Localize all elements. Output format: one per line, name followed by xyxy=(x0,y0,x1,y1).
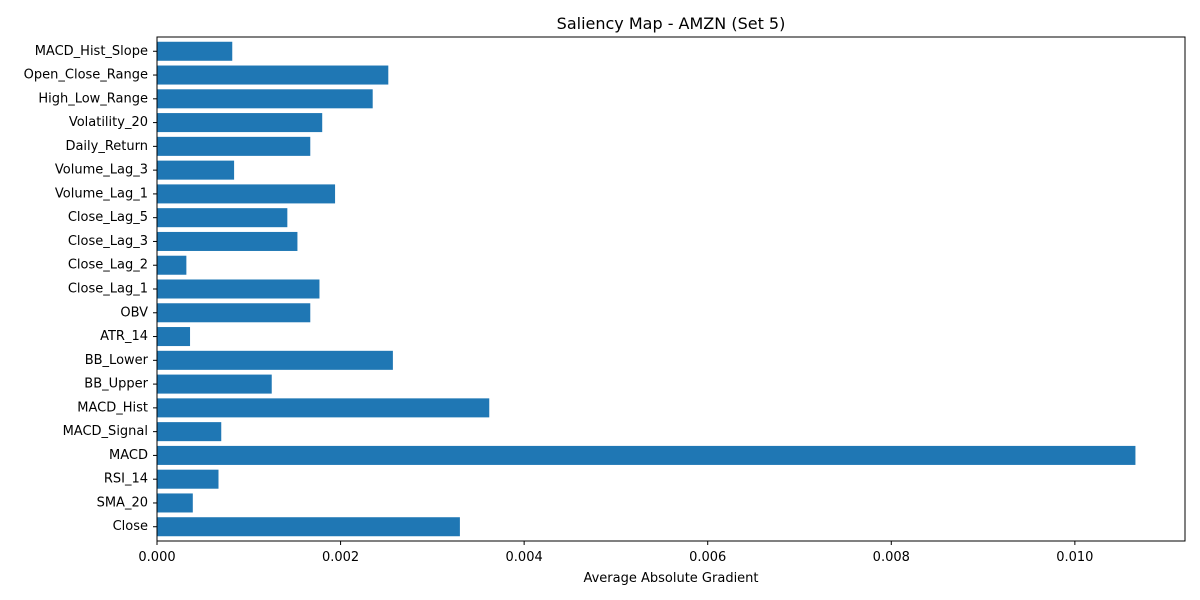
bar-macd-hist-slope xyxy=(157,41,233,61)
y-axis-ticks: Close SMA_20 RSI_14 MACD MACD_Signal MACD_His… xyxy=(24,44,157,534)
x-tick-label: 0.008 xyxy=(873,550,910,565)
plot-frame xyxy=(156,36,1186,542)
x-tick-label: 0.002 xyxy=(322,550,359,565)
bar-daily-return xyxy=(157,136,311,156)
bar-volume-lag-1 xyxy=(157,184,336,204)
bar-open-close-range xyxy=(157,65,389,85)
y-tick-label: Daily_Return xyxy=(65,139,148,154)
y-tick-label: MACD xyxy=(109,448,148,463)
bars-layer xyxy=(157,41,1136,537)
bar-close xyxy=(157,517,460,537)
bar-volatility-20 xyxy=(157,113,323,133)
y-tick-label: BB_Upper xyxy=(84,377,148,392)
bar-macd-signal xyxy=(157,422,222,442)
y-tick-label: ATR_14 xyxy=(100,329,148,344)
y-tick-label: Close_Lag_5 xyxy=(68,210,148,225)
x-tick-label: 0.004 xyxy=(506,550,543,565)
bar-atr-14 xyxy=(157,327,191,347)
y-tick-label: High_Low_Range xyxy=(38,91,148,106)
y-tick-label: Close_Lag_2 xyxy=(68,258,148,273)
bar-macd xyxy=(157,445,1136,465)
y-tick-label: Volume_Lag_1 xyxy=(55,186,148,201)
bar-bb-upper xyxy=(157,374,272,394)
x-tick-label: 0.006 xyxy=(689,550,726,565)
bar-sma-20 xyxy=(157,493,193,513)
bar-close-lag-2 xyxy=(157,255,187,275)
y-tick-label: MACD_Signal xyxy=(63,424,148,439)
y-tick-label: MACD_Hist_Slope xyxy=(35,44,148,59)
x-axis-ticks: 0.000 0.002 0.004 0.006 0.008 0.010 xyxy=(138,541,1093,565)
bar-bb-lower xyxy=(157,350,393,370)
bar-macd-hist xyxy=(157,398,490,418)
bar-close-lag-3 xyxy=(157,231,298,251)
chart-title: Saliency Map - AMZN (Set 5) xyxy=(557,14,786,33)
bar-rsi-14 xyxy=(157,469,219,489)
y-tick-label: Close xyxy=(113,519,148,534)
y-tick-label: SMA_20 xyxy=(97,495,148,510)
bar-close-lag-5 xyxy=(157,208,288,228)
y-tick-label: RSI_14 xyxy=(104,472,148,487)
y-tick-label: Close_Lag_1 xyxy=(68,282,148,297)
y-tick-label: BB_Lower xyxy=(85,353,149,368)
x-tick-label: 0.010 xyxy=(1056,550,1093,565)
y-tick-label: MACD_Hist xyxy=(77,400,148,415)
x-tick-label: 0.000 xyxy=(138,550,175,565)
y-tick-label: Volatility_20 xyxy=(69,115,148,130)
bar-close-lag-1 xyxy=(157,279,320,299)
y-tick-label: Close_Lag_3 xyxy=(68,234,148,249)
y-tick-label: Volume_Lag_3 xyxy=(55,163,148,178)
y-tick-label: OBV xyxy=(120,305,148,320)
bar-high-low-range xyxy=(157,89,373,109)
bar-volume-lag-3 xyxy=(157,160,235,180)
x-axis-title: Average Absolute Gradient xyxy=(583,571,758,586)
y-tick-label: Open_Close_Range xyxy=(24,68,148,83)
bar-obv xyxy=(157,303,311,323)
